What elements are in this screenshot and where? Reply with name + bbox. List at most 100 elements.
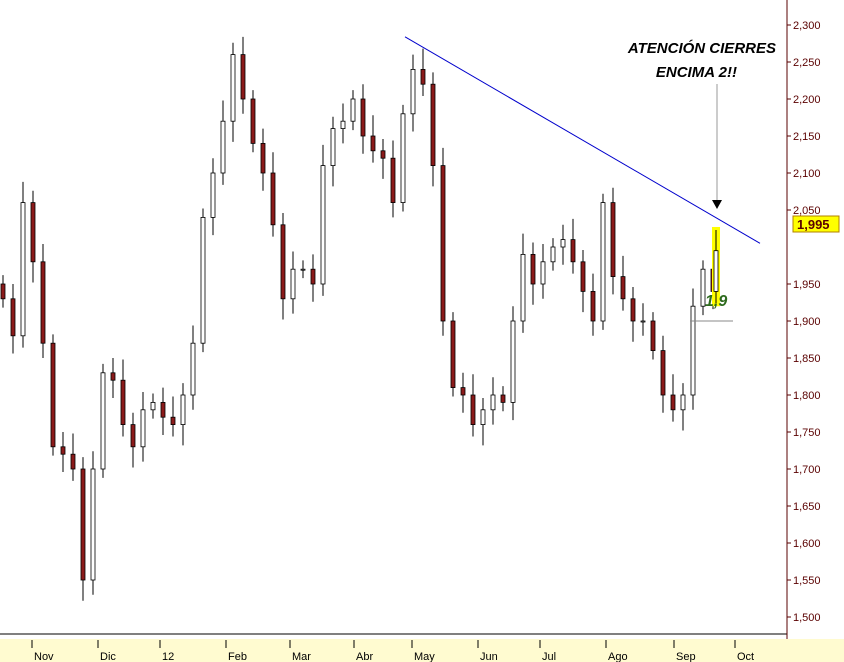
candle-up xyxy=(90,468,96,581)
y-tick-label: 1,550 xyxy=(793,575,821,587)
candle-down xyxy=(660,350,666,396)
candle-up xyxy=(220,120,226,174)
candle-down xyxy=(80,468,86,581)
candle-up xyxy=(490,394,496,411)
candle-down xyxy=(0,283,6,300)
candle-down xyxy=(280,224,286,300)
candle-down xyxy=(250,98,256,144)
candle-down xyxy=(270,172,276,226)
x-axis-band xyxy=(0,639,844,662)
candle-up xyxy=(300,268,306,271)
candle-down xyxy=(240,54,246,100)
candle-up xyxy=(680,394,686,411)
y-tick-label: 2,150 xyxy=(793,131,821,143)
candle-up xyxy=(400,113,406,204)
candle-down xyxy=(160,401,166,418)
support-label: 1,9 xyxy=(705,293,727,310)
annotation-line1: ATENCIÓN CIERRES xyxy=(627,39,776,57)
candle-up xyxy=(200,216,206,344)
y-tick-label: 1,950 xyxy=(793,279,821,291)
candle-down xyxy=(110,372,116,381)
x-tick-label: Abr xyxy=(356,651,373,662)
candle-down xyxy=(670,394,676,411)
candle-down xyxy=(70,453,76,470)
candle-down xyxy=(370,135,376,152)
candle-down xyxy=(30,202,36,263)
candle-up xyxy=(140,409,146,448)
candle-down xyxy=(120,379,126,426)
candle-up xyxy=(600,202,606,322)
candle-up xyxy=(340,120,346,129)
candle-up xyxy=(510,320,516,403)
candle-down xyxy=(450,320,456,388)
candle-up xyxy=(150,401,156,411)
candle-down xyxy=(380,150,386,159)
candle-down xyxy=(50,342,56,448)
candle-up xyxy=(560,239,566,248)
y-tick-label: 2,250 xyxy=(793,57,821,69)
y-tick-label: 1,750 xyxy=(793,427,821,439)
candle-up xyxy=(700,268,706,307)
last-price-box xyxy=(792,215,840,233)
candle-up xyxy=(100,372,106,470)
candle-up xyxy=(350,98,356,122)
y-tick-label: 1,700 xyxy=(793,464,821,476)
y-tick-label: 2,050 xyxy=(793,205,821,217)
candle-down xyxy=(590,290,596,322)
arrow-head-icon xyxy=(712,200,722,209)
candle-down xyxy=(260,142,266,174)
candle-down xyxy=(580,261,586,292)
x-tick-label: Nov xyxy=(34,651,54,662)
candle-down xyxy=(170,416,176,426)
y-tick-label: 1,900 xyxy=(793,316,821,328)
candle-up xyxy=(540,261,546,285)
candle-up xyxy=(690,305,696,396)
x-tick-label: Sep xyxy=(676,651,696,662)
candle-up xyxy=(640,320,646,323)
y-tick-label: 1,850 xyxy=(793,353,821,365)
x-tick-label: Dic xyxy=(100,651,116,662)
candle-up xyxy=(330,128,336,167)
x-tick-label: Jun xyxy=(480,651,498,662)
y-tick-label: 2,200 xyxy=(793,94,821,106)
candle-down xyxy=(390,157,396,203)
x-tick-label: Oct xyxy=(737,651,754,662)
candle-up xyxy=(520,253,526,322)
y-tick-label: 1,800 xyxy=(793,390,821,402)
candle-down xyxy=(650,320,656,352)
x-tick-label: Mar xyxy=(292,651,311,662)
candle-up xyxy=(410,69,416,115)
candle-down xyxy=(620,276,626,300)
candle-down xyxy=(530,253,536,285)
candle-down xyxy=(570,239,576,263)
candle-up xyxy=(230,54,236,122)
candle-down xyxy=(60,446,66,455)
candle-down xyxy=(500,394,506,403)
candle-up xyxy=(190,342,196,396)
trendline xyxy=(404,36,761,244)
x-tick-label: 12 xyxy=(162,651,174,662)
candle-down xyxy=(130,424,136,448)
candle-up xyxy=(180,394,186,426)
candle-up xyxy=(320,165,326,285)
last-price-label: 1,995 xyxy=(797,217,830,232)
x-tick-label: Jul xyxy=(542,651,556,662)
candle-up xyxy=(290,268,296,300)
candle-down xyxy=(360,98,366,137)
candle-up xyxy=(20,202,26,337)
x-tick-label: Feb xyxy=(228,651,247,662)
y-tick-label: 1,600 xyxy=(793,538,821,550)
annotation-line2: ENCIMA 2!! xyxy=(656,64,737,81)
candle-down xyxy=(40,261,46,344)
candle-up xyxy=(550,246,556,263)
candle-up xyxy=(713,250,719,292)
candle-down xyxy=(470,394,476,426)
candle-down xyxy=(610,202,616,278)
candle-down xyxy=(430,83,436,166)
candle-down xyxy=(310,268,316,285)
y-tick-label: 2,100 xyxy=(793,168,821,180)
candle-down xyxy=(630,298,636,322)
candle-down xyxy=(460,387,466,396)
y-tick-label: 1,500 xyxy=(793,612,821,624)
